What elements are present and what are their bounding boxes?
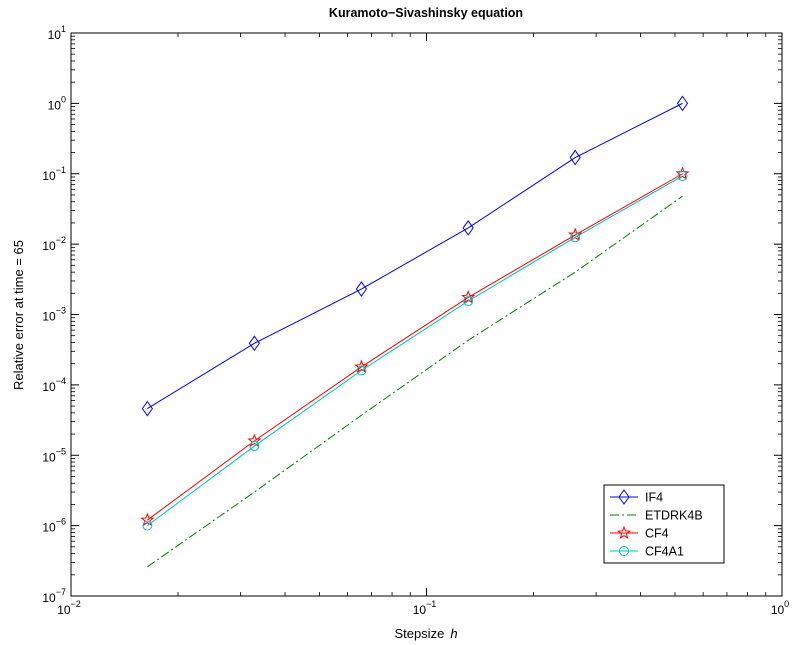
legend-entry-etdrk4b: ETDRK4B <box>610 509 703 523</box>
axes-ticks: 10−2 10−1 10010110010−110−210−310−410−510−… <box>42 24 789 617</box>
chart-title: Kuramoto−Sivashinsky equation <box>329 6 523 20</box>
y-tick-exponent: 0 <box>61 94 66 104</box>
data-point-if4 <box>248 335 261 352</box>
y-tick-label: 10−2 <box>42 235 66 253</box>
legend-label-etdrk4b: ETDRK4B <box>645 509 703 523</box>
x-axis-label-variable: h <box>450 626 457 641</box>
series-line-etdrk4b <box>147 195 683 568</box>
y-tick-base: 10 <box>42 380 56 394</box>
y-tick-base: 10 <box>42 591 56 605</box>
y-tick-label: 10−7 <box>42 587 66 605</box>
y-tick-label: 10−6 <box>42 517 66 535</box>
legend-marker-cf4a1 <box>619 546 629 556</box>
data-point-cf4a1 <box>463 296 474 307</box>
data-point-if4 <box>462 220 474 236</box>
data-point-cf4 <box>354 359 369 373</box>
series-etdrk4b <box>147 195 683 568</box>
x-tick-exponent: −1 <box>426 599 436 609</box>
x-tick-label: 10−1 <box>413 599 437 617</box>
y-tick-base: 10 <box>42 450 56 464</box>
y-tick-exponent: −7 <box>56 587 66 597</box>
y-tick-exponent: −4 <box>56 376 66 386</box>
y-tick-exponent: −2 <box>56 235 66 245</box>
y-tick-base: 10 <box>42 169 56 183</box>
y-tick-base: 10 <box>42 239 56 253</box>
data-point-cf4 <box>461 290 476 304</box>
legend-label-cf4a1: CF4A1 <box>645 545 684 559</box>
series-layer <box>140 95 690 568</box>
legend-entry-cf4: CF4 <box>610 525 669 541</box>
y-tick-label: 10−5 <box>42 446 66 464</box>
y-axis-label: Relative error at time = 65 <box>11 240 26 390</box>
data-point-cf4 <box>140 512 155 527</box>
y-tick-exponent: −1 <box>56 165 66 175</box>
series-cf4a1 <box>142 170 688 531</box>
y-tick-base: 10 <box>42 310 56 324</box>
y-tick-exponent: −6 <box>56 517 66 527</box>
y-tick-base: 10 <box>48 28 62 42</box>
legend-label-cf4: CF4 <box>645 527 669 541</box>
series-cf4 <box>140 166 690 527</box>
x-tick-base: 10 <box>57 603 71 617</box>
legend: IF4 ETDRK4B CF4 CF4A1 <box>603 484 725 564</box>
x-tick-exponent: −2 <box>71 599 81 609</box>
data-point-cf4 <box>247 433 262 447</box>
y-tick-label: 101 <box>48 24 66 42</box>
series-line-if4 <box>147 102 683 410</box>
y-tick-exponent: 1 <box>61 24 66 34</box>
y-tick-label: 10−4 <box>42 376 66 394</box>
x-tick-label: 10−2 <box>57 599 81 617</box>
legend-entry-cf4a1: CF4A1 <box>610 545 684 559</box>
x-axis-label-text: Stepsize <box>394 626 444 641</box>
legend-entry-if4: IF4 <box>610 489 663 505</box>
legend-box <box>603 484 725 564</box>
data-point-cf4a1 <box>677 170 688 181</box>
data-point-cf4a1 <box>249 441 260 452</box>
y-tick-label: 100 <box>48 94 66 112</box>
x-tick-base: 10 <box>771 603 785 617</box>
legend-marker-cf4 <box>616 525 632 539</box>
x-tick-exponent: 0 <box>784 599 789 609</box>
data-point-if4 <box>355 281 368 297</box>
y-tick-exponent: −3 <box>56 306 66 316</box>
series-line-cf4a1 <box>147 175 683 527</box>
data-point-cf4a1 <box>356 365 367 376</box>
x-tick-base: 10 <box>413 603 427 617</box>
legend-label-if4: IF4 <box>645 491 663 505</box>
series-if4 <box>141 95 689 417</box>
y-tick-exponent: −5 <box>56 446 66 456</box>
legend-marker-if4 <box>618 489 630 505</box>
y-tick-label: 10−3 <box>42 306 66 324</box>
data-point-if4 <box>141 400 153 417</box>
series-line-cf4 <box>147 173 683 521</box>
y-tick-base: 10 <box>48 98 62 112</box>
data-point-if4 <box>676 95 689 112</box>
data-point-cf4a1 <box>142 520 153 531</box>
x-axis-label: Stepsize h <box>394 626 457 641</box>
x-tick-label: 100 <box>771 599 789 617</box>
data-point-if4 <box>569 149 581 166</box>
data-point-cf4a1 <box>570 232 581 243</box>
y-tick-base: 10 <box>42 521 56 535</box>
y-tick-label: 10−1 <box>42 165 66 183</box>
